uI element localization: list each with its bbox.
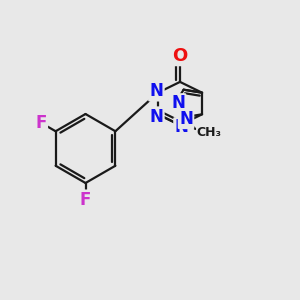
Text: CH₃: CH₃	[197, 126, 222, 139]
Text: N: N	[149, 82, 164, 100]
Text: N: N	[175, 118, 188, 136]
Text: N: N	[179, 110, 193, 128]
Text: O: O	[172, 47, 188, 65]
Text: N: N	[171, 94, 185, 112]
Text: N: N	[149, 108, 164, 126]
Text: F: F	[80, 191, 91, 209]
Text: F: F	[35, 114, 47, 132]
